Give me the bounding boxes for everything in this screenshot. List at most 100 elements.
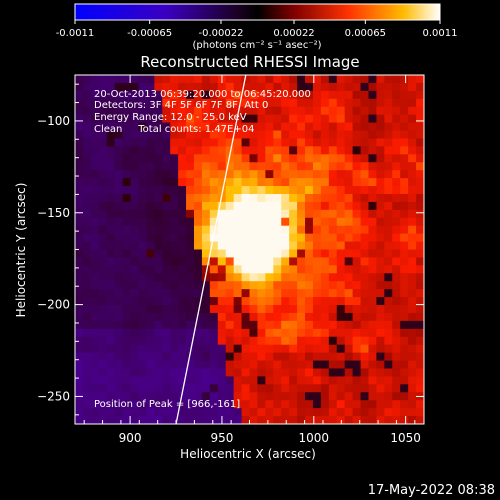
heatmap-cell — [106, 122, 116, 132]
heatmap-cell — [178, 82, 187, 92]
heatmap-cell — [265, 328, 274, 338]
heatmap-cell — [336, 328, 346, 338]
heatmap-cell — [344, 336, 354, 346]
heatmap-cell — [416, 305, 424, 314]
heatmap-cell — [257, 209, 266, 219]
heatmap-cell — [368, 328, 378, 338]
heatmap-cell — [336, 122, 346, 132]
heatmap-cell — [217, 114, 227, 124]
heatmap-cell — [289, 241, 298, 251]
heatmap-cell — [106, 82, 116, 92]
heatmap-cell — [106, 392, 116, 401]
heatmap-cell — [289, 336, 298, 346]
heatmap-cell — [360, 257, 370, 266]
heatmap-cell — [305, 392, 314, 401]
heatmap-cell — [241, 273, 251, 282]
heatmap-cell — [106, 360, 116, 370]
heatmap-cell — [305, 265, 314, 274]
heatmap-cell — [289, 320, 298, 330]
heatmap-cell — [281, 392, 290, 401]
heatmap-cell — [392, 305, 401, 314]
heatmap-cell — [416, 368, 424, 378]
heatmap-cell — [257, 201, 266, 211]
heatmap-cell — [154, 257, 163, 266]
heatmap-cell — [233, 241, 243, 251]
heatmap-cell — [368, 352, 378, 362]
chart-title: Reconstructed RHESSI Image — [140, 53, 359, 71]
heatmap-cell — [273, 154, 282, 163]
heatmap-cell — [154, 281, 163, 290]
heatmap-cell — [392, 122, 401, 132]
heatmap-cell — [98, 265, 108, 274]
heatmap-cell — [106, 281, 116, 290]
y-tick-label: −250 — [37, 389, 70, 403]
heatmap-cell — [75, 368, 84, 378]
heatmap-cell — [114, 122, 124, 132]
heatmap-cell — [162, 193, 171, 203]
heatmap-cell — [416, 209, 424, 219]
heatmap-cell — [130, 320, 140, 330]
heatmap-cell — [368, 249, 378, 259]
heatmap-cell — [408, 241, 417, 251]
heatmap-cell — [186, 392, 195, 401]
heatmap-cell — [217, 376, 227, 385]
heatmap-cell — [265, 352, 274, 362]
heatmap-cell — [225, 408, 235, 417]
heatmap-cell — [75, 114, 84, 124]
heatmap-cell — [416, 217, 424, 227]
heatmap-cell — [82, 265, 92, 274]
heatmap-cell — [154, 368, 163, 378]
heatmap-cell — [241, 352, 251, 362]
heatmap-cell — [154, 154, 163, 163]
heatmap-cell — [265, 186, 274, 195]
heatmap-cell — [257, 289, 266, 298]
heatmap-cell — [114, 289, 124, 298]
heatmap-cell — [249, 201, 259, 211]
heatmap-cell — [233, 146, 243, 155]
heatmap-cell — [178, 416, 187, 424]
heatmap-cell — [178, 122, 187, 132]
heatmap-cell — [162, 328, 171, 338]
y-tick-label: −200 — [37, 298, 70, 312]
peak-position-text: Position of Peak = [966,-161] — [94, 399, 240, 410]
heatmap-cell — [82, 344, 92, 354]
heatmap-cell — [98, 416, 108, 424]
heatmap-cell — [312, 257, 322, 266]
heatmap-cell — [281, 368, 290, 378]
heatmap-cell — [305, 130, 314, 140]
heatmap-cell — [281, 376, 290, 385]
heatmap-cell — [170, 154, 179, 163]
heatmap-cell — [408, 376, 417, 385]
heatmap-cell — [122, 265, 132, 274]
heatmap-cell — [82, 352, 92, 362]
heatmap-cell — [201, 209, 211, 219]
heatmap-cell — [297, 297, 306, 306]
heatmap-cell — [241, 170, 251, 179]
heatmap-cell — [130, 201, 140, 211]
heatmap-cell — [146, 193, 155, 203]
heatmap-cell — [305, 138, 314, 147]
heatmap-cell — [193, 289, 203, 298]
heatmap-cell — [368, 178, 378, 187]
heatmap-cell — [82, 336, 92, 346]
heatmap-cell — [241, 98, 251, 108]
heatmap-cell — [82, 106, 92, 116]
heatmap-cell — [289, 416, 298, 424]
heatmap-cell — [201, 281, 211, 290]
heatmap-cell — [122, 90, 132, 100]
heatmap-cell — [384, 82, 393, 92]
heatmap-cell — [75, 209, 84, 219]
heatmap-cell — [98, 98, 108, 108]
heatmap-cell — [178, 257, 187, 266]
heatmap-cell — [384, 178, 393, 187]
heatmap-cell — [225, 178, 235, 187]
heatmap-cell — [376, 225, 385, 235]
heatmap-cell — [98, 408, 108, 417]
heatmap-cell — [265, 75, 274, 84]
heatmap-cell — [368, 360, 378, 370]
heatmap-cell — [257, 257, 266, 266]
heatmap-cell — [305, 336, 314, 346]
heatmap-cell — [82, 328, 92, 338]
heatmap-cell — [289, 328, 298, 338]
heatmap-cell — [400, 360, 409, 370]
